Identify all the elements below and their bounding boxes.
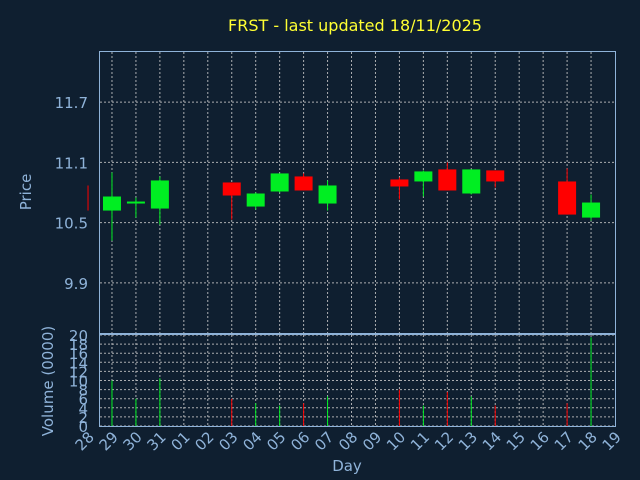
volume-tick-label: 12 [69,363,88,381]
volume-bars [111,337,592,426]
x-tick-label: 30 [120,428,146,454]
x-tick-label: 29 [96,428,122,454]
x-tick-label: 09 [359,428,385,454]
price-tick-label: 9.9 [64,275,88,293]
volume-tick-label: 4 [78,400,88,418]
x-tick-label: 11 [407,428,433,454]
volume-tick-label: 2 [78,409,88,427]
price-panel-frame [99,51,616,334]
x-tick-label: 10 [383,428,409,454]
price-candles [87,162,601,241]
x-tick-label: 19 [599,428,625,454]
x-tick-label: 17 [551,428,577,454]
volume-tick-label: 0 [78,418,88,436]
x-tick-label: 08 [335,428,361,454]
candle-body [318,185,337,204]
candle-body [102,196,121,211]
candle-body [222,182,241,196]
price-grid [100,52,615,333]
x-tick-label: 05 [263,428,289,454]
candle-body [246,193,265,207]
volume-grid [100,334,615,427]
volume-axis-label: Volume (0000) [39,326,57,436]
volume-tick-label: 6 [78,391,88,409]
candle-body [294,176,313,191]
chart-title: FRST - last updated 18/11/2025 [228,16,482,35]
x-tick-label: 03 [215,428,241,454]
candle-body [582,202,601,218]
x-tick-label: 15 [503,428,529,454]
candle-body [150,180,169,209]
x-tick-label: 01 [167,428,193,454]
candle-body [558,181,577,215]
candle-body [486,170,505,182]
price-tick-label: 10.5 [55,215,88,233]
x-tick-label: 07 [311,428,337,454]
x-tick-label: 13 [455,428,481,454]
x-ticks: 2829303101020304050607080910111213141516… [72,428,625,454]
x-axis-label: Day [332,457,362,475]
volume-tick-label: 18 [69,336,88,354]
candle-body [270,173,289,192]
x-tick-label: 12 [431,428,457,454]
volume-tick-label: 10 [69,373,88,391]
price-tick-label: 11.7 [55,94,88,112]
x-tick-label: 02 [191,428,217,454]
x-tick-label: 16 [527,428,553,454]
volume-tick-label: 8 [78,382,88,400]
x-tick-label: 18 [575,428,601,454]
volume-tick-label: 14 [69,354,88,372]
candle-body [462,169,481,194]
x-tick-label: 06 [287,428,313,454]
volume-panel-frame [99,334,616,427]
price-y-ticks: 9.9 10.5 11.1 11.7 [55,94,88,293]
x-tick-label: 14 [479,428,505,454]
volume-tick-label: 16 [69,345,88,363]
x-tick-label: 31 [143,428,169,454]
candle-body [414,171,433,182]
x-tick-label: 28 [72,428,98,454]
candle-body [390,179,409,187]
candle-body [126,201,145,204]
x-tick-label: 04 [239,428,265,454]
price-tick-label: 11.1 [55,154,88,172]
candle-body [438,169,457,191]
volume-tick-label: 20 [69,327,88,345]
price-axis-label: Price [17,174,35,211]
